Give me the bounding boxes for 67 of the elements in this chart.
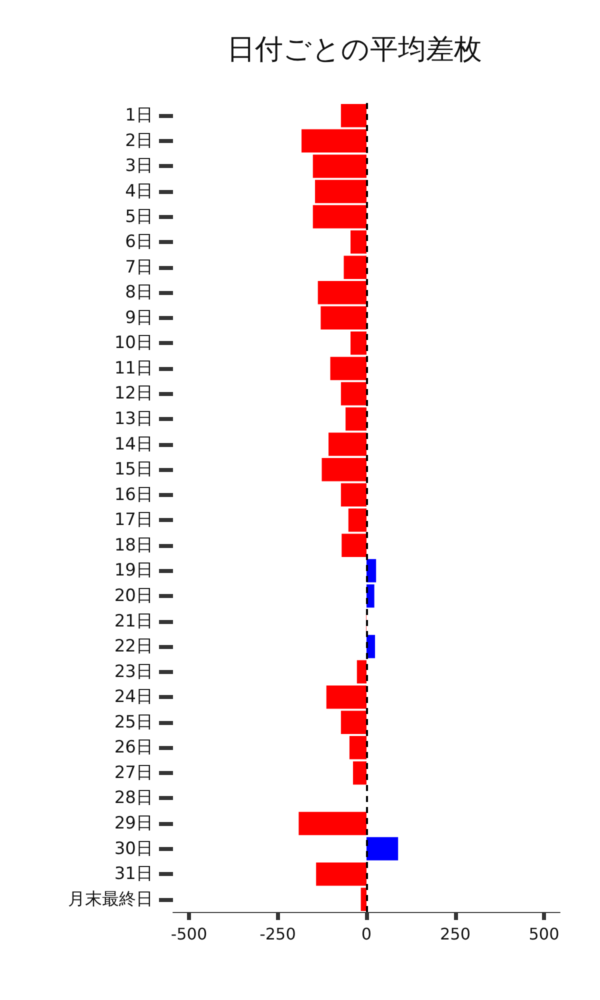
x-tick-label: -500	[170, 924, 208, 944]
y-tick-label: 23日	[114, 662, 153, 682]
bar	[350, 332, 366, 355]
bar	[349, 736, 366, 760]
y-tick-label: 13日	[114, 409, 153, 430]
bar	[344, 256, 366, 279]
y-tick-label: 22日	[114, 636, 153, 657]
bar	[326, 685, 366, 709]
y-tick-label: 5日	[125, 206, 153, 227]
bar	[302, 129, 366, 153]
y-tick-label: 27日	[114, 762, 153, 783]
y-tick-label: 3日	[125, 156, 153, 176]
bar	[366, 837, 398, 860]
y-tick-label: 月末最終日	[68, 889, 153, 910]
bar	[312, 205, 366, 228]
x-tick-label: 250	[440, 924, 471, 944]
y-tick-label: 9日	[125, 308, 153, 328]
bar	[320, 306, 366, 330]
y-tick-label: 30日	[114, 838, 153, 859]
y-tick-label: 1日	[125, 106, 153, 126]
bar	[340, 382, 366, 406]
bar	[360, 888, 366, 911]
bar	[322, 458, 366, 482]
x-tick-label: 0	[361, 924, 372, 944]
bar	[366, 584, 374, 608]
bar	[353, 761, 366, 785]
y-tick-label: 25日	[114, 712, 153, 732]
y-tick-label: 16日	[114, 484, 153, 505]
y-tick-label: 2日	[125, 130, 153, 151]
bar	[340, 483, 366, 506]
bar	[350, 230, 366, 254]
bar	[330, 356, 366, 380]
y-tick-label: 7日	[125, 257, 153, 278]
bar	[315, 180, 366, 204]
y-tick-label: 24日	[114, 687, 153, 708]
bar	[342, 534, 366, 558]
y-tick-label: 26日	[114, 738, 153, 758]
y-tick-label: 18日	[114, 535, 153, 556]
bar	[298, 812, 366, 836]
y-tick-label: 15日	[114, 460, 153, 480]
y-tick-label: 31日	[114, 864, 153, 884]
y-tick-label: 12日	[114, 384, 153, 404]
y-tick-label: 11日	[114, 358, 153, 378]
bar	[316, 862, 366, 886]
y-tick-label: 14日	[114, 434, 153, 454]
y-tick-label: 10日	[114, 333, 153, 354]
bar	[328, 432, 366, 456]
bar	[340, 104, 366, 128]
bar	[318, 280, 366, 304]
y-tick-label: 28日	[114, 788, 153, 808]
y-tick-label: 17日	[114, 510, 153, 530]
bar	[348, 508, 366, 532]
y-tick-label: 4日	[125, 181, 153, 202]
y-tick-label: 29日	[114, 814, 153, 834]
x-tick-label: -250	[260, 924, 296, 944]
y-tick-label: 21日	[114, 611, 153, 632]
bar	[346, 407, 366, 431]
y-tick-label: 20日	[114, 586, 153, 606]
bar	[366, 559, 376, 582]
x-tick-label: 500	[528, 924, 560, 944]
y-tick-label: 6日	[125, 232, 153, 252]
y-tick-label: 8日	[125, 282, 153, 303]
chart-title: 日付ごとの平均差枚	[227, 32, 482, 66]
y-tick-label: 19日	[114, 560, 153, 581]
bar	[312, 154, 366, 178]
bar	[356, 660, 366, 684]
bar	[340, 710, 366, 734]
